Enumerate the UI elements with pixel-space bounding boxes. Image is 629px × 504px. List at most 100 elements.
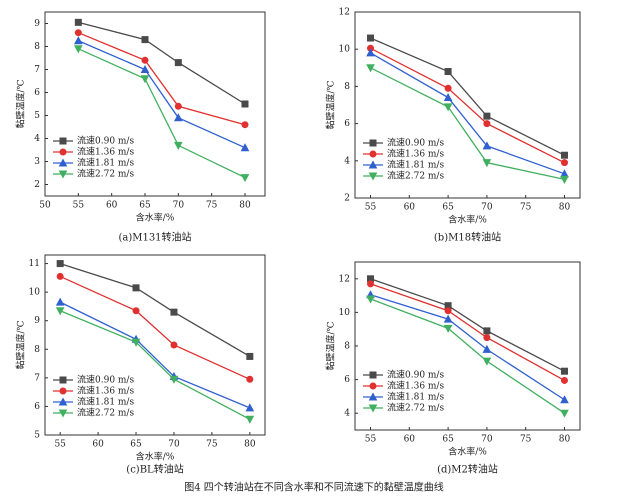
series-line: [78, 32, 246, 126]
data-point: [366, 295, 375, 304]
series-line: [370, 283, 565, 382]
y-tick-label: 6: [344, 375, 350, 385]
legend-label: 流速1.81 m/s: [387, 391, 444, 403]
legend-label: 流速0.90 m/s: [387, 369, 444, 381]
data-point: [482, 141, 492, 150]
data-point: [443, 103, 453, 112]
x-tick-label: 50: [39, 201, 51, 211]
y-tick-label: 11: [29, 259, 40, 269]
data-point: [483, 327, 491, 335]
legend-marker: [369, 150, 377, 158]
data-point: [367, 280, 375, 288]
y-tick-label: 8: [344, 82, 350, 92]
panel-caption: (a)M131转油站: [118, 231, 191, 244]
y-tick-label: 9: [34, 316, 40, 326]
data-point: [366, 64, 375, 73]
legend-label: 流速1.36 m/s: [77, 385, 134, 397]
x-tick-label: 70: [173, 201, 185, 211]
x-tick-label: 80: [244, 440, 256, 450]
data-point: [444, 84, 452, 92]
series-line: [370, 37, 565, 156]
x-tick-label: 75: [520, 435, 532, 445]
legend-label: 流速2.72 m/s: [387, 170, 444, 182]
data-point: [173, 113, 183, 122]
panel-caption: (d)M2转油站: [437, 463, 498, 476]
data-point: [55, 307, 65, 316]
data-point: [56, 272, 64, 280]
data-point: [170, 308, 178, 316]
x-axis-label: 含水率/%: [136, 451, 175, 463]
legend-marker: [369, 139, 377, 147]
legend-marker: [369, 382, 377, 390]
data-point: [132, 284, 140, 292]
y-tick-label: 6: [34, 402, 40, 412]
y-tick-label: 10: [339, 308, 351, 318]
x-tick-label: 75: [206, 201, 218, 211]
plot-frame: [354, 11, 581, 199]
data-point: [560, 367, 568, 375]
data-point: [560, 151, 568, 159]
legend-marker: [59, 387, 67, 395]
legend-label: 流速0.90 m/s: [387, 137, 444, 149]
y-tick-label: 5: [34, 431, 40, 441]
data-point: [240, 143, 250, 152]
data-point: [246, 352, 254, 360]
x-tick-label: 70: [168, 440, 180, 450]
panel-caption: (c)BL转油站: [126, 463, 183, 476]
data-point: [74, 29, 82, 37]
y-tick-label: 4: [34, 134, 40, 144]
x-tick-label: 65: [139, 201, 151, 211]
x-axis-label: 含水率/%: [448, 446, 487, 458]
data-point: [55, 297, 65, 306]
x-tick-label: 65: [442, 203, 454, 213]
x-axis-label: 含水率/%: [136, 212, 175, 224]
data-point: [73, 45, 83, 54]
x-tick-label: 65: [130, 440, 142, 450]
series-line: [78, 48, 246, 179]
y-tick-label: 4: [344, 156, 350, 166]
series-line: [59, 301, 251, 409]
data-point: [560, 395, 569, 404]
y-tick-label: 5: [34, 111, 40, 121]
y-tick-label: 2: [34, 180, 40, 190]
legend-marker: [59, 137, 67, 145]
data-point: [241, 121, 249, 129]
series-line: [370, 298, 565, 414]
data-point: [443, 93, 453, 102]
legend-marker: [368, 404, 378, 413]
x-axis-label: 含水率/%: [448, 214, 487, 226]
plot-frame: [44, 254, 266, 436]
x-tick-label: 60: [404, 435, 416, 445]
legend-marker: [58, 397, 68, 406]
data-point: [141, 56, 149, 64]
y-tick-label: 2: [344, 194, 350, 204]
data-point: [444, 307, 452, 315]
data-point: [560, 175, 569, 184]
data-point: [241, 100, 249, 108]
y-axis-label: 黏壁温度/℃: [325, 80, 337, 129]
data-point: [246, 375, 254, 383]
data-point: [74, 18, 82, 26]
data-point: [483, 334, 491, 342]
y-tick-label: 6: [34, 88, 40, 98]
x-tick-label: 65: [442, 435, 454, 445]
plot-frame: [44, 11, 266, 197]
legend-marker: [58, 409, 68, 418]
data-point: [140, 75, 150, 84]
legend-label: 流速1.36 m/s: [387, 148, 444, 160]
y-axis-label: 黏壁温度/℃: [15, 79, 27, 128]
data-point: [73, 36, 83, 45]
data-point: [132, 307, 140, 315]
legend-label: 流速1.81 m/s: [77, 396, 134, 408]
x-tick-label: 55: [365, 435, 377, 445]
series-line: [370, 52, 565, 175]
data-point: [443, 324, 453, 333]
y-tick-label: 12: [339, 274, 350, 284]
data-point: [560, 376, 568, 384]
data-point: [174, 102, 182, 110]
y-axis-label: 黏壁温度/℃: [15, 320, 27, 369]
data-point: [483, 112, 491, 120]
y-tick-label: 6: [344, 119, 350, 129]
y-tick-label: 4: [344, 409, 350, 419]
